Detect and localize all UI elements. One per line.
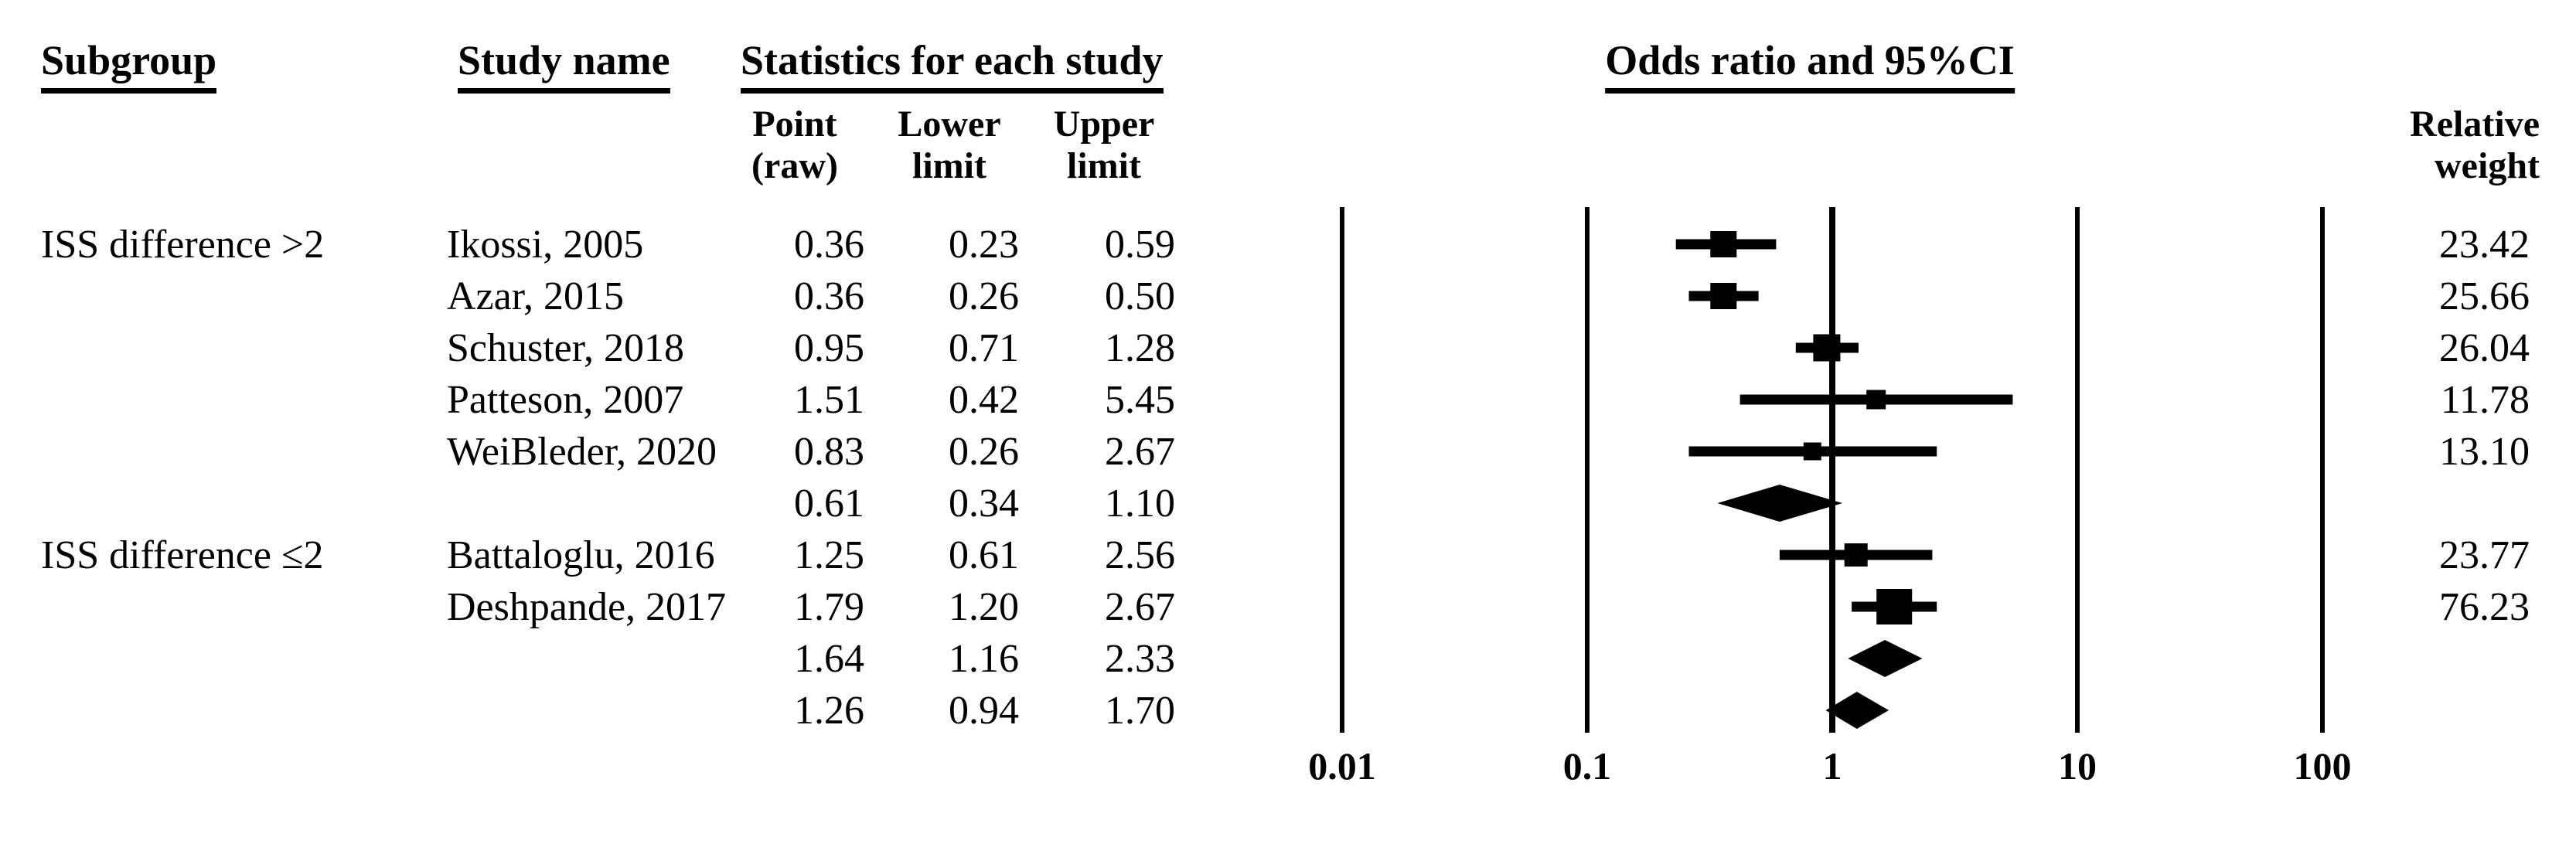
column-header-upper-limit: Upper limit	[1054, 104, 1155, 187]
upper-limit-value: 2.67	[1105, 585, 1175, 629]
point-value: 1.79	[794, 585, 864, 629]
upper-limit-value: 2.33	[1105, 637, 1175, 681]
point-value: 1.25	[794, 533, 864, 577]
relative-weight-value: 23.77	[2439, 533, 2530, 577]
lower-limit-value: 0.61	[949, 533, 1019, 577]
upper-limit-value: 0.59	[1105, 223, 1175, 267]
lower-limit-value: 0.71	[949, 326, 1019, 370]
column-header-lower-line2: limit	[912, 145, 986, 186]
column-header-point-line2: (raw)	[751, 145, 838, 186]
column-header-lower-limit: Lower limit	[898, 104, 1000, 187]
subtotal-diamond	[1717, 485, 1843, 522]
column-header-study-name: Study name	[458, 37, 670, 94]
study-name: Schuster, 2018	[447, 326, 684, 370]
axis-tick-label: 10	[2058, 744, 2097, 788]
plot-title: Odds ratio and 95%CI	[1605, 37, 2015, 94]
lower-limit-value: 0.94	[949, 689, 1019, 733]
column-header-upper-line2: limit	[1067, 145, 1141, 186]
study-name: Deshpande, 2017	[447, 585, 727, 629]
overall-diamond	[1825, 692, 1889, 729]
or-square	[1866, 390, 1886, 410]
relative-weight-value: 26.04	[2439, 326, 2530, 370]
point-value: 0.61	[794, 482, 864, 526]
relative-weight-value: 23.42	[2439, 223, 2530, 267]
point-value: 1.51	[794, 378, 864, 422]
or-square	[1710, 231, 1737, 257]
point-value: 0.36	[794, 274, 864, 318]
axis-tick-label: 0.1	[1563, 744, 1612, 788]
study-name: Battaloglu, 2016	[447, 533, 715, 577]
upper-limit-value: 5.45	[1105, 378, 1175, 422]
point-value: 0.83	[794, 430, 864, 474]
study-name: Patteson, 2007	[447, 378, 684, 422]
study-name: Ikossi, 2005	[447, 223, 644, 267]
lower-limit-value: 0.26	[949, 430, 1019, 474]
lower-limit-value: 0.26	[949, 274, 1019, 318]
lower-limit-value: 0.23	[949, 223, 1019, 267]
axis-tick-label: 0.01	[1308, 744, 1376, 788]
lower-limit-value: 1.20	[949, 585, 1019, 629]
relative-weight-value: 25.66	[2439, 274, 2530, 318]
point-value: 0.95	[794, 326, 864, 370]
column-header-subgroup: Subgroup	[41, 37, 217, 94]
upper-limit-value: 1.10	[1105, 482, 1175, 526]
study-name: Azar, 2015	[447, 274, 624, 318]
column-header-weight-line1: Relative	[2410, 104, 2540, 145]
upper-limit-value: 0.50	[1105, 274, 1175, 318]
or-square	[1803, 442, 1821, 461]
column-header-point-raw: Point (raw)	[751, 104, 838, 187]
column-header-statistics: Statistics for each study	[741, 37, 1164, 94]
lower-limit-value: 1.16	[949, 637, 1019, 681]
axis-tick-label: 1	[1823, 744, 1842, 788]
column-header-relative-weight: Relative weight	[2410, 104, 2540, 187]
column-header-upper-line1: Upper	[1053, 104, 1155, 145]
relative-weight-value: 11.78	[2440, 378, 2530, 422]
upper-limit-value: 1.70	[1105, 689, 1175, 733]
point-value: 1.64	[794, 637, 864, 681]
subtotal-diamond	[1848, 640, 1923, 677]
relative-weight-value: 76.23	[2439, 585, 2530, 629]
upper-limit-value: 2.67	[1105, 430, 1175, 474]
subgroup-label: ISS difference ≤2	[41, 533, 324, 577]
upper-limit-value: 2.56	[1105, 533, 1175, 577]
point-value: 0.36	[794, 223, 864, 267]
lower-limit-value: 0.34	[949, 482, 1019, 526]
axis-tick-label: 100	[2294, 744, 2352, 788]
study-name: WeiBleder, 2020	[447, 430, 717, 474]
upper-limit-value: 1.28	[1105, 326, 1175, 370]
column-header-lower-line1: Lower	[898, 104, 1001, 145]
lower-limit-value: 0.42	[949, 378, 1019, 422]
column-header-weight-line2: weight	[2435, 145, 2540, 186]
point-value: 1.26	[794, 689, 864, 733]
or-square	[1813, 334, 1841, 362]
column-header-point-line1: Point	[752, 104, 837, 145]
or-square	[1710, 283, 1737, 309]
or-square	[1876, 589, 1913, 624]
or-square	[1844, 543, 1868, 567]
relative-weight-value: 13.10	[2439, 430, 2530, 474]
subgroup-label: ISS difference >2	[41, 223, 325, 267]
